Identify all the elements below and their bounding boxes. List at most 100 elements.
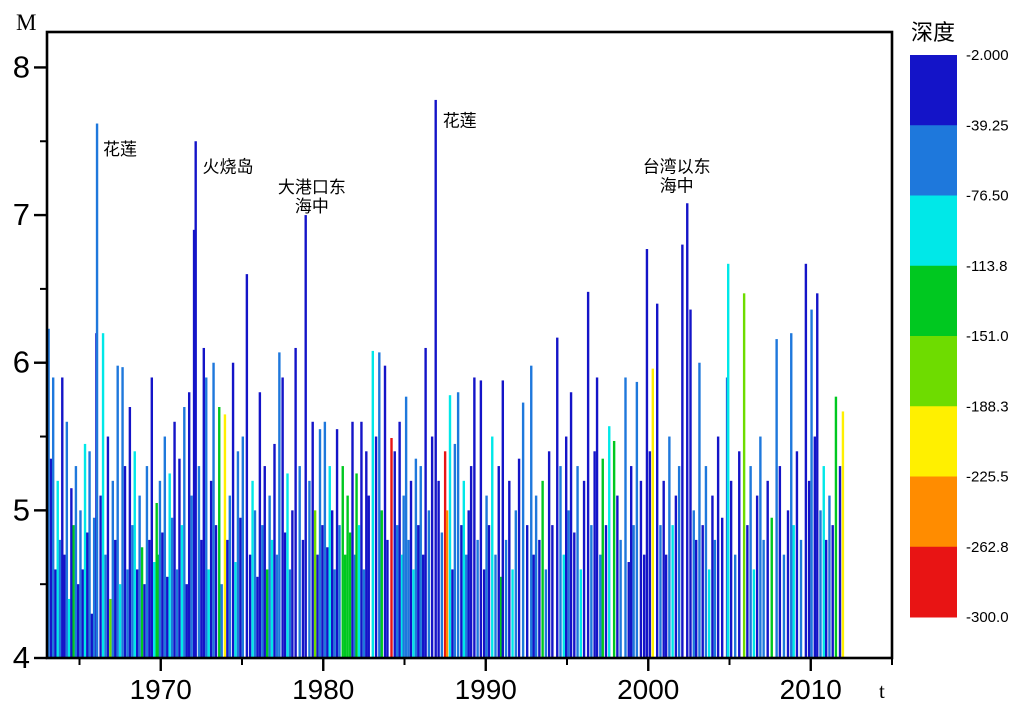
- event-bar: [88, 451, 91, 658]
- event-bar: [47, 328, 50, 658]
- event-bar: [148, 539, 151, 658]
- event-bar: [573, 532, 576, 658]
- event-bar: [752, 569, 756, 658]
- event-bar: [313, 510, 317, 658]
- event-bar: [67, 598, 71, 658]
- event-bar: [281, 377, 284, 658]
- event-bar: [504, 539, 508, 658]
- event-bar: [365, 451, 368, 658]
- event-bar: [749, 466, 752, 658]
- event-bar: [430, 436, 434, 658]
- event-bar: [86, 532, 89, 658]
- event-bar: [601, 458, 604, 658]
- event-bar: [716, 436, 720, 658]
- event-bar: [133, 451, 136, 658]
- event-bar: [655, 303, 659, 658]
- event-bar: [304, 215, 307, 658]
- depth-band-swatch: [910, 195, 957, 267]
- event-bar: [355, 473, 358, 658]
- event-bar: [664, 554, 668, 658]
- event-bar: [226, 539, 229, 658]
- event-bar: [321, 525, 324, 658]
- event-bar: [273, 443, 276, 658]
- event-bar: [138, 495, 141, 658]
- event-bar: [218, 407, 221, 658]
- event-bar: [326, 547, 329, 658]
- event-bar: [278, 352, 281, 658]
- event-bar: [460, 525, 463, 658]
- event-bar: [161, 532, 164, 658]
- event-bar: [214, 525, 218, 658]
- event-bar: [579, 569, 583, 658]
- event-bar: [341, 466, 344, 658]
- event-bar: [713, 539, 717, 658]
- depth-band-swatch: [910, 336, 957, 407]
- event-bar: [348, 532, 352, 658]
- event-bar: [114, 539, 117, 658]
- event-bar: [417, 525, 420, 658]
- event-bar: [508, 480, 511, 658]
- event-bar: [807, 480, 811, 658]
- x-axis-title: t: [879, 679, 885, 703]
- event-bar: [828, 495, 831, 658]
- event-bar: [595, 377, 599, 658]
- event-bar: [479, 380, 483, 658]
- event-bar: [170, 517, 174, 658]
- event-bar: [608, 426, 611, 658]
- event-bar: [645, 249, 649, 658]
- event-bar: [720, 517, 724, 658]
- event-bar: [106, 436, 110, 658]
- event-bar: [689, 309, 692, 658]
- depth-scale-label: -225.5: [966, 469, 1009, 486]
- event-bar: [294, 347, 297, 658]
- event-bar: [383, 365, 387, 658]
- event-bar: [443, 451, 447, 658]
- event-bar: [253, 510, 257, 658]
- depth-band-swatch: [910, 55, 957, 126]
- event-bar: [834, 396, 838, 658]
- event-bar: [534, 495, 538, 658]
- event-bar: [564, 436, 568, 658]
- event-bar: [635, 381, 639, 658]
- event-bar: [407, 539, 410, 658]
- event-bar: [476, 539, 479, 658]
- event-bar: [338, 525, 341, 658]
- event-bar: [301, 539, 305, 658]
- event-bar: [491, 436, 494, 658]
- event-bar: [424, 347, 427, 658]
- event-bar: [569, 392, 573, 658]
- event-bar: [374, 436, 378, 658]
- axes-layer: 4 5 6 7 8 1970 1980 1990 2000 2010: [13, 30, 894, 705]
- event-bar: [205, 377, 208, 658]
- event-bar: [544, 569, 548, 658]
- event-bar: [386, 539, 389, 658]
- event-bar: [819, 510, 822, 658]
- event-bar: [150, 377, 154, 658]
- y-tick-label: 7: [13, 197, 30, 232]
- event-bar: [729, 480, 733, 658]
- event-bar: [434, 99, 437, 659]
- event-bar: [487, 525, 491, 658]
- event-bar: [109, 598, 112, 658]
- event-bar: [248, 554, 252, 658]
- event-bar: [163, 436, 167, 658]
- event-bar: [775, 339, 778, 658]
- event-bar: [270, 539, 274, 658]
- event-bar: [288, 569, 292, 658]
- x-tick-label: 1980: [292, 674, 354, 705]
- event-bar: [402, 495, 405, 658]
- event-bar: [367, 495, 370, 658]
- depth-scale-label: -188.3: [966, 398, 1009, 415]
- event-bar: [390, 438, 393, 658]
- event-bar: [111, 480, 115, 658]
- event-bar: [346, 495, 349, 658]
- event-bar: [733, 554, 737, 658]
- event-bar: [268, 495, 271, 658]
- event-bar: [659, 525, 662, 658]
- event-bar: [593, 451, 596, 658]
- event-bar: [651, 368, 654, 658]
- event-bar: [153, 562, 156, 658]
- depth-scale-label: -262.8: [966, 539, 1009, 556]
- event-bar: [816, 293, 819, 658]
- event-bar: [145, 466, 149, 658]
